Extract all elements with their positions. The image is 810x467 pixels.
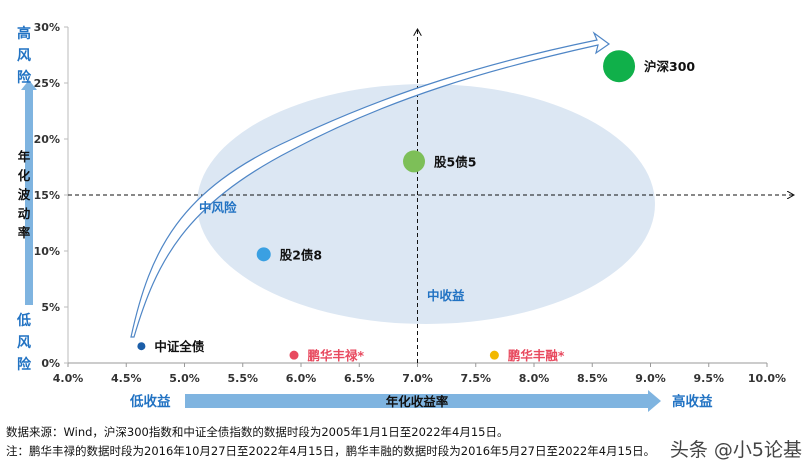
mid-risk-label: 中风险 — [199, 200, 237, 215]
medium-risk-region — [197, 84, 655, 324]
watermark: 头条 @小5论基 — [669, 439, 802, 461]
low-return-label: 低收益 — [129, 393, 171, 410]
x-tick-label: 5.0% — [169, 372, 200, 385]
data-label-4: 鹏华丰禄* — [308, 348, 365, 363]
data-point-2 — [256, 247, 271, 262]
data-point-5 — [489, 350, 499, 360]
data-point-4 — [289, 350, 299, 360]
risk-return-chart: 4.0% 4.5% 5.0% 5.5% 6.0% 6.5% 7.0% 7.5% 8.0% 8.5%… — [16, 21, 810, 412]
x-tick-label: 4.5% — [111, 372, 142, 385]
x-tick-label: 7.0% — [402, 372, 433, 385]
mid-return-label: 中收益 — [427, 288, 465, 303]
y-tick-label: 30% — [34, 21, 60, 34]
footnote: 注：鹏华丰禄的数据时段为2016年10月27日至2022年4月15日，鹏华丰融的… — [6, 444, 656, 458]
data-point-3 — [137, 342, 146, 351]
volatility-title-char: 波 — [18, 187, 31, 202]
y-tick-label: 15% — [34, 189, 60, 202]
low-risk-label: 险 — [17, 356, 32, 373]
high-risk-label: 险 — [17, 69, 32, 86]
volatility-title-char: 年 — [18, 149, 31, 164]
y-tick-label: 5% — [41, 301, 60, 314]
data-label-3: 中证全债 — [154, 339, 205, 354]
high-risk-label: 风 — [17, 48, 31, 64]
x-tick-label: 4.0% — [53, 372, 84, 385]
risk-path-arrow — [130, 31, 611, 338]
risk-axis-arrow — [21, 80, 37, 305]
x-tick-label: 9.0% — [635, 372, 666, 385]
x-tick-label: 7.5% — [460, 372, 491, 385]
high-return-label: 高收益 — [672, 393, 713, 410]
x-tick-label: 8.5% — [577, 372, 608, 385]
data-source-note: 数据来源：Wind，沪深300指数和中证全债指数的数据时段为2005年1月1日至… — [6, 425, 509, 439]
y-tick-label: 20% — [34, 133, 60, 146]
low-risk-label: 风 — [17, 335, 31, 351]
x-tick-label: 10.0% — [748, 372, 786, 385]
data-label-1: 股5债5 — [434, 154, 476, 169]
volatility-title-char: 率 — [18, 225, 31, 240]
data-label-0: 沪深300 — [644, 59, 695, 74]
y-tick-label: 0% — [41, 357, 60, 370]
volatility-title-char: 化 — [18, 168, 31, 183]
low-risk-label: 低 — [16, 312, 31, 329]
x-tick-label: 6.0% — [286, 372, 317, 385]
volatility-title-char: 动 — [18, 206, 31, 221]
x-tick-label: 6.5% — [344, 372, 375, 385]
data-point-1 — [403, 150, 426, 173]
return-axis-arrow — [185, 390, 661, 412]
x-tick-label: 8.0% — [519, 372, 550, 385]
high-risk-label: 高 — [17, 25, 31, 42]
y-tick-label: 10% — [34, 245, 60, 258]
data-point-0 — [603, 50, 636, 83]
data-label-5: 鹏华丰融* — [508, 348, 565, 363]
x-tick-label: 9.5% — [693, 372, 724, 385]
y-tick-label: 25% — [34, 77, 60, 90]
return-axis-title: 年化收益率 — [386, 394, 449, 409]
x-tick-label: 5.5% — [227, 372, 258, 385]
data-label-2: 股2债8 — [280, 247, 322, 262]
